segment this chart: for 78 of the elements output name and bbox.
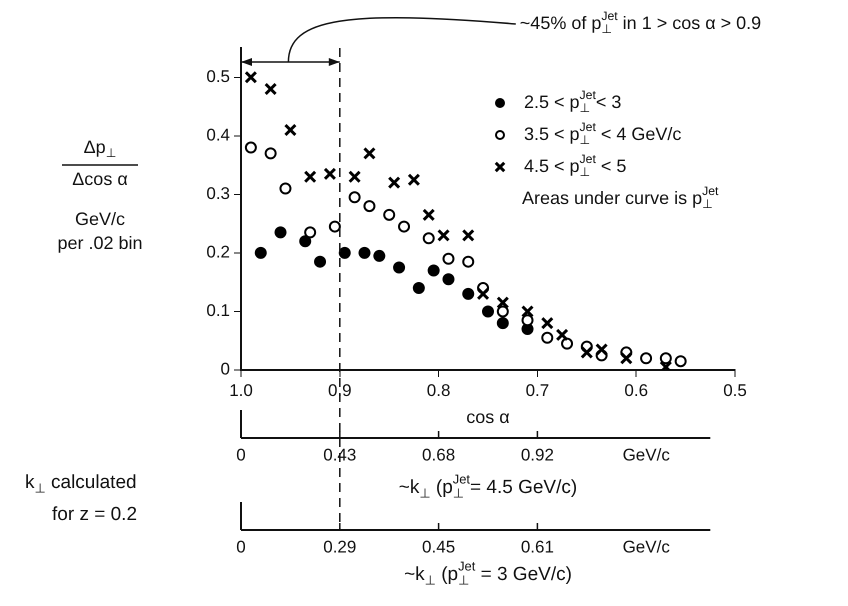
x-axis-title: cos α <box>466 406 510 427</box>
x-tick-label: 0.7 <box>526 380 550 400</box>
point <box>358 246 370 259</box>
point <box>348 191 361 204</box>
point <box>363 200 376 212</box>
point <box>362 146 376 160</box>
point <box>540 316 554 330</box>
point <box>254 246 267 259</box>
text: k⊥ calculated for z = 0.2 <box>25 472 138 526</box>
point <box>496 317 509 330</box>
point <box>496 305 509 318</box>
point <box>393 262 406 274</box>
text: 0.45 <box>422 538 456 557</box>
y-tick-label: 0.1 <box>206 301 230 320</box>
point <box>398 220 410 233</box>
point <box>348 170 362 184</box>
point <box>476 287 490 300</box>
point <box>556 328 569 342</box>
point <box>462 228 475 242</box>
point <box>561 338 574 350</box>
point <box>388 176 401 190</box>
point <box>279 182 292 195</box>
point <box>442 273 454 286</box>
text: 0.92 <box>520 446 554 465</box>
point <box>522 314 534 326</box>
x-tick-label: 0.9 <box>328 380 352 400</box>
point <box>314 256 326 268</box>
text: GeV/c <box>622 446 670 465</box>
point <box>580 346 594 359</box>
point <box>304 226 316 238</box>
point <box>442 252 454 265</box>
point <box>264 147 277 160</box>
x-tick-label: 0.6 <box>624 380 648 400</box>
point <box>521 305 534 318</box>
text: 0 <box>236 446 246 465</box>
point <box>383 208 396 221</box>
y-tick-label: 0.5 <box>206 66 230 86</box>
point <box>373 250 386 262</box>
point <box>412 282 425 294</box>
text: 0.61 <box>520 538 554 557</box>
point <box>323 167 336 180</box>
point <box>304 170 317 184</box>
point <box>462 288 474 300</box>
text: 0 <box>236 538 246 557</box>
y-tick-label: 0.2 <box>206 242 230 262</box>
point <box>620 352 633 365</box>
point <box>407 173 420 186</box>
y-tick-label: 0.3 <box>206 184 230 204</box>
point <box>244 142 257 154</box>
point <box>640 352 652 364</box>
point <box>541 332 554 344</box>
point <box>660 352 672 364</box>
point <box>422 232 435 244</box>
x-tick-label: 0.8 <box>426 380 450 400</box>
point <box>482 305 494 318</box>
point <box>264 82 278 96</box>
x-tick-label: 0.5 <box>723 380 747 400</box>
point <box>338 246 351 259</box>
point <box>496 296 510 310</box>
y-tick-label: 0 <box>220 360 230 379</box>
point <box>299 235 312 248</box>
point <box>428 264 440 276</box>
point <box>274 226 287 238</box>
text: 0.43 <box>323 446 356 465</box>
text: 0.68 <box>422 446 456 465</box>
point <box>284 124 297 136</box>
point <box>462 256 474 268</box>
point <box>244 70 258 84</box>
text: GeV/c <box>622 538 670 557</box>
x-tick-label: 1.0 <box>229 380 253 400</box>
point <box>328 220 341 233</box>
point <box>422 208 436 222</box>
y-tick-label: 0.4 <box>206 126 230 145</box>
point <box>674 355 687 368</box>
point <box>595 343 608 356</box>
text: 0.29 <box>323 538 356 557</box>
y-axis-title: Δp⊥ Δcos α GeV/c per .02 bin <box>57 136 143 253</box>
point <box>437 228 450 242</box>
